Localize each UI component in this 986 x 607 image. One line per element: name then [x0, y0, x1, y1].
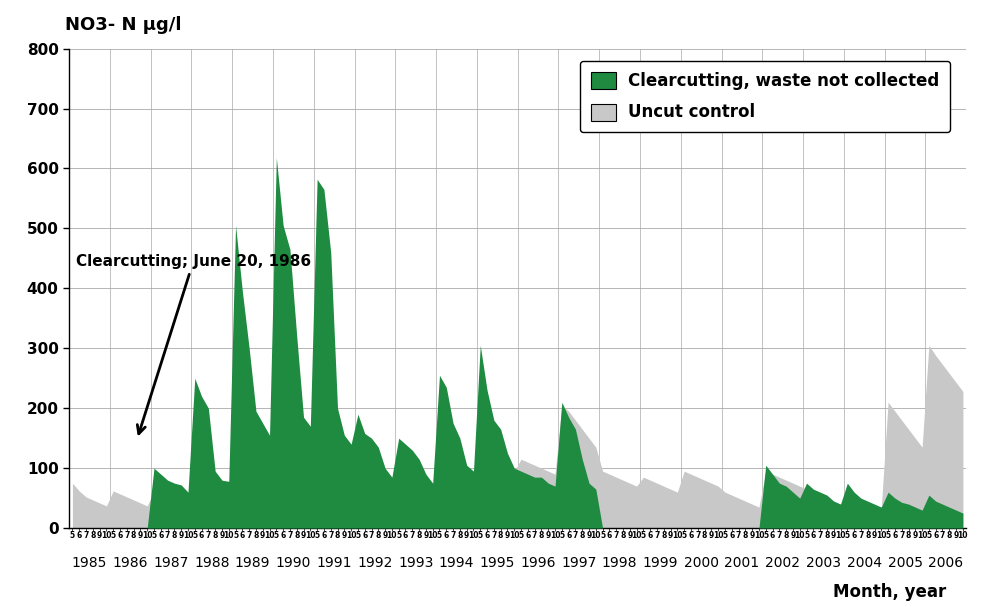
Text: Month, year: Month, year — [833, 583, 947, 601]
Text: NO3- N µg/l: NO3- N µg/l — [64, 16, 181, 34]
Text: Clearcutting; June 20, 1986: Clearcutting; June 20, 1986 — [76, 254, 311, 434]
Legend: Clearcutting, waste not collected, Uncut control: Clearcutting, waste not collected, Uncut… — [581, 61, 950, 132]
